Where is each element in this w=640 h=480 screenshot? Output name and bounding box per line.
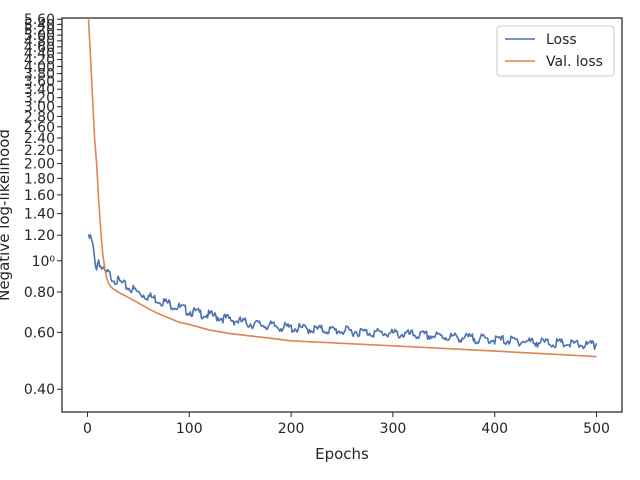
y-tick-label: 5.20 — [24, 23, 55, 39]
y-tick-label: 2.60 — [24, 120, 55, 136]
y-axis: 0.400.600.8010⁰1.201.401.601.802.002.202… — [24, 12, 62, 398]
y-tick-label: 4.20 — [24, 53, 55, 69]
y-tick-label: 5.60 — [24, 12, 55, 28]
y-tick-label: 1.20 — [24, 228, 55, 244]
y-tick-label: 2.20 — [24, 143, 55, 159]
x-tick-label: 200 — [278, 421, 305, 437]
y-tick-label: 3.80 — [24, 67, 55, 83]
plot-layer — [87, 19, 598, 358]
y-tick-label: 4.00 — [24, 59, 55, 75]
series-line-val-loss — [87, 19, 597, 358]
legend-label-val-loss: Val. loss — [546, 54, 603, 70]
y-tick-label: 10⁰ — [32, 254, 56, 270]
y-tick-label: 0.80 — [24, 285, 55, 301]
y-tick-label: 2.40 — [24, 131, 55, 147]
legend: Loss Val. loss — [496, 25, 615, 77]
x-axis-label: Epochs — [315, 445, 369, 463]
plot-frame — [61, 17, 623, 413]
x-tick-label: 300 — [380, 421, 407, 437]
y-tick-label: 4.80 — [24, 34, 55, 50]
x-tick-label: 400 — [481, 421, 508, 437]
y-tick-label: 0.60 — [24, 325, 55, 341]
y-tick-label: 5.40 — [24, 17, 55, 33]
x-axis: 0 100 200 300 400 500 — [83, 412, 610, 437]
y-tick-label: 1.40 — [24, 207, 55, 223]
y-tick-label: 4.60 — [24, 40, 55, 56]
legend-label-loss: Loss — [546, 32, 577, 48]
y-tick-label: 3.20 — [24, 91, 55, 107]
y-tick-label: 0.40 — [24, 382, 55, 398]
y-tick-label: 2.80 — [24, 109, 55, 125]
y-tick-label: 4.40 — [24, 46, 55, 62]
y-tick-label: 2.00 — [24, 157, 55, 173]
y-tick-label: 1.60 — [24, 188, 55, 204]
y-axis-label: Negative log-likelihood — [0, 129, 13, 301]
x-tick-label: 500 — [583, 421, 610, 437]
y-tick-label: 3.40 — [24, 82, 55, 98]
y-tick-label: 5.00 — [24, 28, 55, 44]
y-tick-label: 3.60 — [24, 74, 55, 90]
x-tick-label: 0 — [83, 421, 92, 437]
x-tick-label: 100 — [176, 421, 203, 437]
y-tick-label: 3.00 — [24, 100, 55, 116]
y-tick-label: 1.80 — [24, 171, 55, 187]
series-line-loss — [87, 234, 598, 350]
